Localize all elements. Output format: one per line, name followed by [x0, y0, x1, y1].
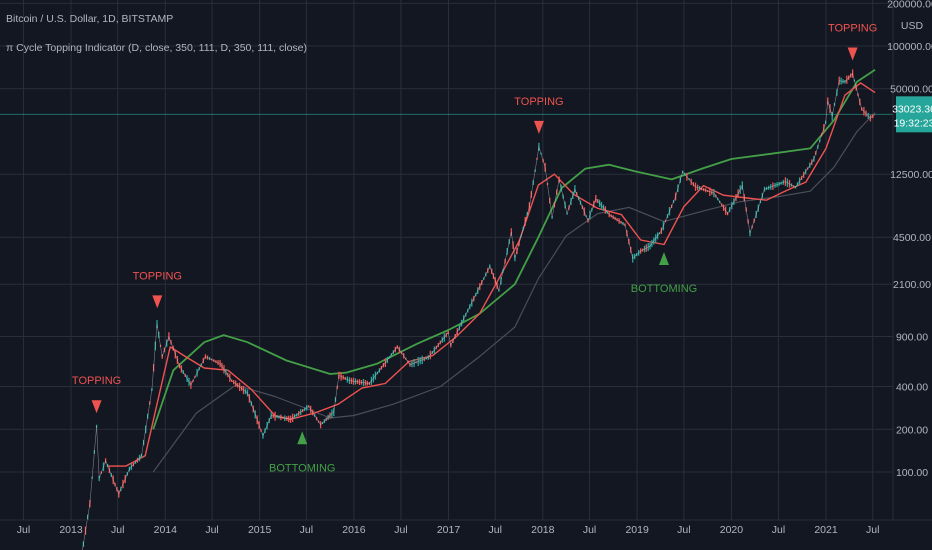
y-tick-label: 200.00	[896, 424, 928, 436]
topping-marker: TOPPING	[828, 23, 877, 61]
topping-marker: TOPPING	[72, 375, 121, 414]
y-tick-label: 50000.00	[890, 84, 932, 96]
topping-marker: TOPPING	[133, 270, 182, 309]
topping-label: TOPPING	[828, 23, 877, 35]
bottoming-marker: BOTTOMING	[631, 252, 697, 295]
topping-label: TOPPING	[514, 96, 563, 108]
x-tick-label: Jul	[300, 524, 313, 536]
bar-countdown: 19:32:23	[894, 117, 932, 129]
bottoming-label: BOTTOMING	[269, 462, 335, 474]
x-tick-label: 2021	[814, 524, 838, 536]
bottoming-arrow-icon	[297, 431, 308, 445]
topping-label: TOPPING	[72, 375, 121, 387]
x-tick-label: 2016	[342, 524, 366, 536]
x-tick-label: 2020	[720, 524, 744, 536]
topping-arrow-icon	[91, 400, 102, 414]
x-tick-label: Jul	[111, 524, 124, 536]
y-tick-label: 2100.00	[893, 279, 931, 291]
y-tick-label: 900.00	[896, 331, 928, 343]
x-tick-label: Jul	[583, 524, 596, 536]
last-price-value: 33023.36	[892, 103, 932, 115]
ma-350-line	[152, 112, 876, 473]
x-tick-label: 2017	[437, 524, 461, 536]
topping-arrow-icon	[533, 120, 544, 134]
x-tick-label: Jul	[866, 524, 879, 536]
x-tick-label: 2018	[531, 524, 555, 536]
topping-arrow-icon	[152, 295, 163, 309]
x-tick-label: 2013	[59, 524, 83, 536]
symbol-legend[interactable]: Bitcoin / U.S. Dollar, 1D, BITSTAMP	[6, 13, 174, 25]
x-tick-label: 2015	[248, 524, 272, 536]
x-tick-label: Jul	[205, 524, 218, 536]
y-tick-label: 100.00	[896, 467, 928, 479]
last-price-tag: 33023.36 19:32:23	[892, 96, 932, 133]
y-tick-label: 400.00	[896, 382, 928, 394]
x-tick-label: Jul	[17, 524, 30, 536]
grid	[0, 0, 893, 520]
price-line	[82, 72, 876, 550]
time-axis[interactable]: Jul 2013 Jul 2014 Jul 2015 Jul 2016 Jul 2017 Jul 20…	[17, 524, 880, 536]
ma-350x2-line	[152, 69, 876, 430]
x-tick-label: 2014	[154, 524, 178, 536]
y-tick-label: 100000.00	[887, 41, 932, 53]
price-axis[interactable]: 200000.00 100000.00 50000.00 12500.00 4500.0…	[887, 0, 932, 479]
y-tick-label: 12500.00	[890, 169, 932, 181]
indicator-legend[interactable]: π Cycle Topping Indicator (D, close, 350…	[6, 42, 308, 54]
y-tick-label: 200000.00	[887, 0, 932, 10]
topping-marker: TOPPING	[514, 96, 564, 134]
topping-arrow-icon	[847, 47, 858, 61]
topping-label: TOPPING	[133, 270, 182, 282]
bottoming-label: BOTTOMING	[631, 283, 697, 295]
y-tick-label: 4500.00	[893, 232, 931, 244]
bottoming-arrow-icon	[658, 252, 669, 266]
x-tick-label: Jul	[772, 524, 785, 536]
currency-label[interactable]: USD	[901, 20, 924, 32]
ma-111-line	[106, 82, 876, 467]
last-price-tag-bg	[896, 96, 932, 133]
x-tick-label: 2019	[625, 524, 649, 536]
series-layer	[0, 69, 893, 550]
x-tick-label: Jul	[394, 524, 407, 536]
x-tick-label: Jul	[489, 524, 502, 536]
bottoming-marker: BOTTOMING	[269, 431, 335, 474]
signal-markers: TOPPING TOPPING BOTTOMING TOPPING BOTTOMING T…	[72, 23, 877, 475]
x-tick-label: Jul	[677, 524, 690, 536]
